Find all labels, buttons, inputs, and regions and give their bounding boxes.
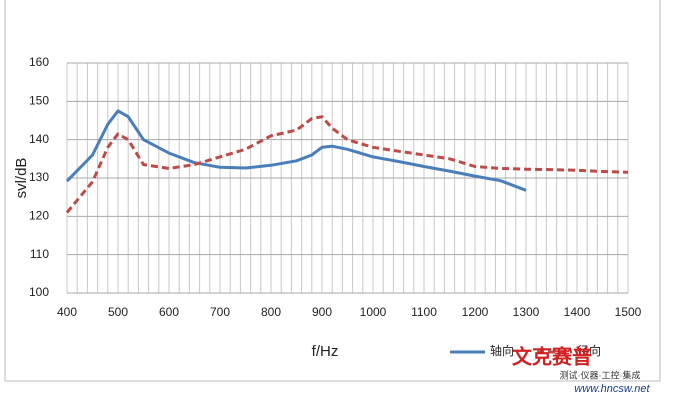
- x-tick-label: 900: [312, 305, 332, 319]
- y-tick-label: 160: [29, 55, 49, 69]
- x-tick-label: 600: [159, 305, 179, 319]
- y-tick-label: 140: [29, 132, 49, 146]
- watermark-brand: 文克赛普: [512, 344, 592, 368]
- x-tick-label: 800: [261, 305, 281, 319]
- series-line: [65, 109, 527, 192]
- x-axis-label: f/Hz: [312, 343, 339, 360]
- legend-label: 轴向: [490, 343, 514, 358]
- x-tick-label: 1100: [411, 305, 437, 319]
- series-line: [65, 115, 629, 214]
- y-tick-label: 130: [29, 170, 49, 184]
- y-tick-label: 150: [29, 94, 49, 108]
- x-tick-label: 1400: [564, 305, 591, 319]
- x-tick-label: 500: [108, 305, 128, 319]
- x-tick-label: 400: [57, 305, 77, 319]
- y-tick-label: 110: [30, 247, 49, 261]
- y-tick-label: 100: [29, 285, 49, 299]
- watermark-url: www.hncsw.net: [574, 383, 650, 395]
- legend-label: 径向: [577, 343, 601, 358]
- x-tick-label: 700: [210, 305, 230, 319]
- x-tick-label: 1000: [360, 305, 387, 319]
- x-tick-label: 1200: [462, 305, 489, 319]
- y-tick-label: 120: [29, 209, 49, 223]
- x-tick-label: 1500: [615, 305, 642, 319]
- x-tick-label: 1300: [513, 305, 540, 319]
- watermark-slogan: 测试·仪器·工控·集成: [560, 369, 641, 380]
- y-axis-label: svl/dB: [13, 158, 30, 199]
